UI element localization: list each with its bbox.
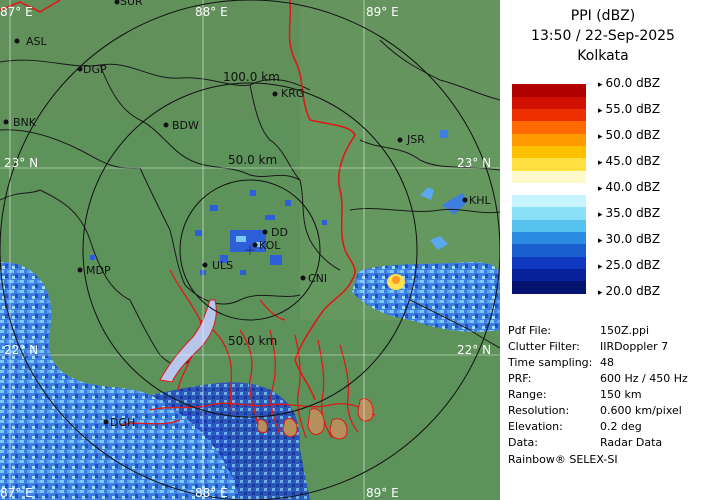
legend-label-45: 45.0 dBZ <box>598 154 661 168</box>
info-row-clutter-filter: Clutter Filter: IIRDoppler 7 <box>508 340 669 353</box>
lat-label-23-right: 23° N <box>457 156 491 170</box>
legend-label-40: 40.0 dBZ <box>598 180 661 194</box>
range-ring-crosshair <box>245 245 255 255</box>
city-label-kol: KOL <box>259 239 281 252</box>
coastline-delta <box>119 269 376 439</box>
lat-label-22-left: 22° N <box>4 343 38 357</box>
legend-color-band <box>512 269 586 282</box>
lon-label-87-top: 87° E <box>0 5 33 19</box>
range-label-50km-top: 50.0 km <box>228 153 277 167</box>
city-label-asl: ASL <box>26 35 48 48</box>
timestamp: 13:50 / 22-Sep-2025 <box>531 28 675 44</box>
city-markers <box>3 0 468 425</box>
info-row-time-sampling: Time sampling: 48 <box>508 356 614 369</box>
legend-color-band <box>512 219 586 233</box>
legend-color-band <box>512 108 586 122</box>
legend-color-band <box>512 133 586 147</box>
legend-color-band <box>512 195 586 208</box>
city-label-krg: KRG <box>281 87 304 100</box>
city-label-jsr: JSR <box>406 133 425 146</box>
legend-color-band <box>512 121 586 135</box>
software-credit: Rainbow® SELEX-SI <box>508 453 618 466</box>
lon-label-88-bottom: 88° E <box>195 486 228 500</box>
radar-map: SUR ASL DGP KRG BNK BDW JSR KHL DD KOL U… <box>0 0 500 500</box>
city-label-khl: KHL <box>469 194 491 207</box>
city-label-bnk: BNK <box>13 116 37 129</box>
info-row-prf: PRF: 600 Hz / 450 Hz <box>508 372 688 385</box>
legend-color-band <box>512 182 586 196</box>
radar-station-name: Kolkata <box>577 48 629 64</box>
info-row-elevation: Elevation: 0.2 deg <box>508 420 642 433</box>
legend-label-30: 30.0 dBZ <box>598 232 661 246</box>
lat-label-23-left: 23° N <box>4 156 38 170</box>
city-label-cni: CNI <box>308 272 327 285</box>
info-row-pdf-file: Pdf File: 150Z.ppi <box>508 324 650 337</box>
info-row-range: Range: 150 km <box>508 388 642 401</box>
legend-label-50: 50.0 dBZ <box>598 128 661 142</box>
graticule <box>0 0 500 500</box>
info-panel: PPI (dBZ) 13:50 / 22-Sep-2025 Kolkata 60… <box>500 0 706 500</box>
city-label-uls: ULS <box>212 259 233 272</box>
legend-color-band <box>512 256 586 270</box>
legend-label-25: 25.0 dBZ <box>598 258 661 272</box>
legend-color-band <box>512 207 586 221</box>
lon-label-87-bottom: 87° E <box>0 486 33 500</box>
city-label-dd: DD <box>271 226 288 239</box>
legend-label-35: 35.0 dBZ <box>598 206 661 220</box>
legend-label-20: 20.0 dBZ <box>598 284 661 298</box>
legend-color-band <box>512 72 586 85</box>
legend-color-band <box>512 158 586 172</box>
info-row-data: Data: Radar Data <box>508 436 663 449</box>
city-label-sur: SUR <box>120 0 143 8</box>
legend-color-band <box>512 84 586 98</box>
lon-label-89-bottom: 89° E <box>366 486 399 500</box>
range-label-50km-bottom: 50.0 km <box>228 334 277 348</box>
city-label-dgp: DGP <box>83 63 107 76</box>
legend-color-band <box>512 244 586 258</box>
product-title: PPI (dBZ) <box>570 8 636 24</box>
range-label-100km: 100.0 km <box>223 70 280 84</box>
radar-ppi-image: SUR ASL DGP KRG BNK BDW JSR KHL DD KOL U… <box>0 0 500 500</box>
city-label-mdp: MDP <box>86 264 111 277</box>
city-label-bdw: BDW <box>172 119 199 132</box>
precipitation-echoes <box>0 130 500 500</box>
legend-color-band <box>512 232 586 245</box>
legend-color-band <box>512 293 586 307</box>
info-row-resolution: Resolution: 0.600 km/pixel <box>508 404 682 417</box>
lon-label-89-top: 89° E <box>366 5 399 19</box>
range-rings <box>0 0 500 500</box>
legend-color-band <box>512 96 586 110</box>
legend-label-60: 60.0 dBZ <box>598 76 661 90</box>
legend-color-band <box>512 170 586 184</box>
city-label-dgh: DGH <box>110 416 135 429</box>
lat-label-22-right: 22° N <box>457 343 491 357</box>
legend-label-55: 55.0 dBZ <box>598 102 661 116</box>
legend-color-band <box>512 145 586 159</box>
lon-label-88-top: 88° E <box>195 5 228 19</box>
hooghly-estuary <box>159 299 217 383</box>
legend-color-band <box>512 281 586 295</box>
color-legend <box>512 72 586 307</box>
delta-islands <box>257 398 374 440</box>
